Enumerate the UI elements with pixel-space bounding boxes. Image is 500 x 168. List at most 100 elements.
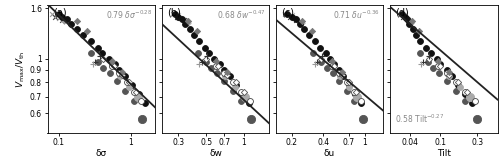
Point bbox=[353, 95, 361, 98]
Point bbox=[226, 75, 234, 77]
Point bbox=[134, 95, 141, 98]
Point bbox=[462, 92, 469, 95]
Point bbox=[202, 60, 210, 63]
Point bbox=[345, 81, 353, 84]
Point bbox=[116, 69, 124, 71]
Point bbox=[194, 52, 202, 55]
Point bbox=[137, 100, 145, 103]
Text: 0.79 $\delta\sigma^{-0.28}$: 0.79 $\delta\sigma^{-0.28}$ bbox=[106, 9, 152, 21]
Point bbox=[190, 33, 198, 36]
Point bbox=[424, 57, 432, 60]
Point bbox=[322, 66, 330, 69]
Point bbox=[246, 100, 254, 103]
Point bbox=[52, 15, 60, 18]
Point bbox=[113, 80, 121, 82]
Point bbox=[203, 55, 211, 58]
Point bbox=[208, 66, 216, 69]
Point bbox=[436, 65, 444, 68]
Point bbox=[83, 29, 91, 32]
Point bbox=[138, 117, 146, 120]
Point bbox=[433, 57, 441, 60]
Point bbox=[300, 28, 308, 30]
Point bbox=[328, 65, 336, 68]
Point bbox=[195, 39, 203, 42]
Point bbox=[248, 117, 256, 120]
Point bbox=[345, 85, 353, 88]
Point bbox=[406, 20, 414, 23]
Point bbox=[446, 71, 454, 74]
Point bbox=[122, 89, 130, 92]
Point bbox=[343, 89, 351, 92]
Point bbox=[229, 89, 237, 92]
Point bbox=[73, 28, 81, 30]
Point bbox=[435, 72, 443, 75]
Point bbox=[427, 52, 435, 55]
Point bbox=[118, 71, 126, 74]
Point bbox=[98, 52, 106, 55]
Point bbox=[283, 12, 291, 15]
Point bbox=[352, 91, 360, 94]
Point bbox=[318, 55, 326, 58]
Point bbox=[96, 55, 104, 58]
Text: (d): (d) bbox=[395, 8, 409, 18]
Point bbox=[241, 95, 249, 98]
Point bbox=[110, 65, 118, 68]
Point bbox=[456, 85, 464, 88]
Point bbox=[94, 47, 102, 50]
Point bbox=[294, 20, 302, 23]
Point bbox=[180, 18, 188, 21]
Point bbox=[141, 102, 149, 104]
Point bbox=[326, 57, 334, 60]
Point bbox=[220, 72, 228, 75]
Point bbox=[130, 91, 138, 94]
Point bbox=[238, 92, 246, 95]
Point bbox=[63, 17, 71, 20]
Point bbox=[181, 23, 189, 26]
Point bbox=[128, 84, 136, 87]
Point bbox=[305, 33, 313, 36]
Point bbox=[94, 60, 102, 63]
Point bbox=[398, 12, 406, 15]
Point bbox=[87, 52, 95, 55]
Point bbox=[414, 29, 422, 32]
Point bbox=[338, 73, 346, 76]
Point bbox=[222, 71, 230, 74]
Point bbox=[229, 81, 237, 84]
Point bbox=[237, 91, 245, 94]
Point bbox=[452, 89, 460, 92]
Point bbox=[422, 47, 430, 50]
Point bbox=[100, 66, 108, 69]
Point bbox=[442, 72, 450, 75]
Point bbox=[122, 75, 130, 77]
Point bbox=[232, 81, 239, 84]
Point bbox=[192, 29, 200, 32]
Point bbox=[198, 60, 205, 63]
Point bbox=[310, 39, 318, 42]
Point bbox=[412, 33, 420, 36]
Point bbox=[454, 81, 462, 84]
Point bbox=[116, 72, 124, 75]
Point bbox=[184, 20, 192, 23]
Point bbox=[317, 60, 325, 63]
Point bbox=[292, 17, 300, 20]
Point bbox=[130, 100, 138, 103]
Point bbox=[58, 18, 66, 21]
Point bbox=[448, 75, 456, 77]
Point bbox=[212, 59, 220, 62]
Point bbox=[462, 91, 469, 94]
Point bbox=[334, 69, 342, 71]
Point bbox=[336, 80, 344, 82]
Point bbox=[212, 65, 220, 68]
Point bbox=[446, 73, 454, 76]
Point bbox=[87, 39, 95, 42]
Point bbox=[416, 52, 424, 55]
Point bbox=[237, 100, 245, 103]
Point bbox=[316, 47, 324, 50]
Point bbox=[429, 66, 437, 69]
Point bbox=[106, 72, 114, 75]
Point bbox=[108, 65, 116, 68]
Text: (a): (a) bbox=[53, 8, 66, 18]
Point bbox=[108, 59, 116, 62]
Point bbox=[310, 63, 318, 65]
Point bbox=[434, 59, 442, 62]
